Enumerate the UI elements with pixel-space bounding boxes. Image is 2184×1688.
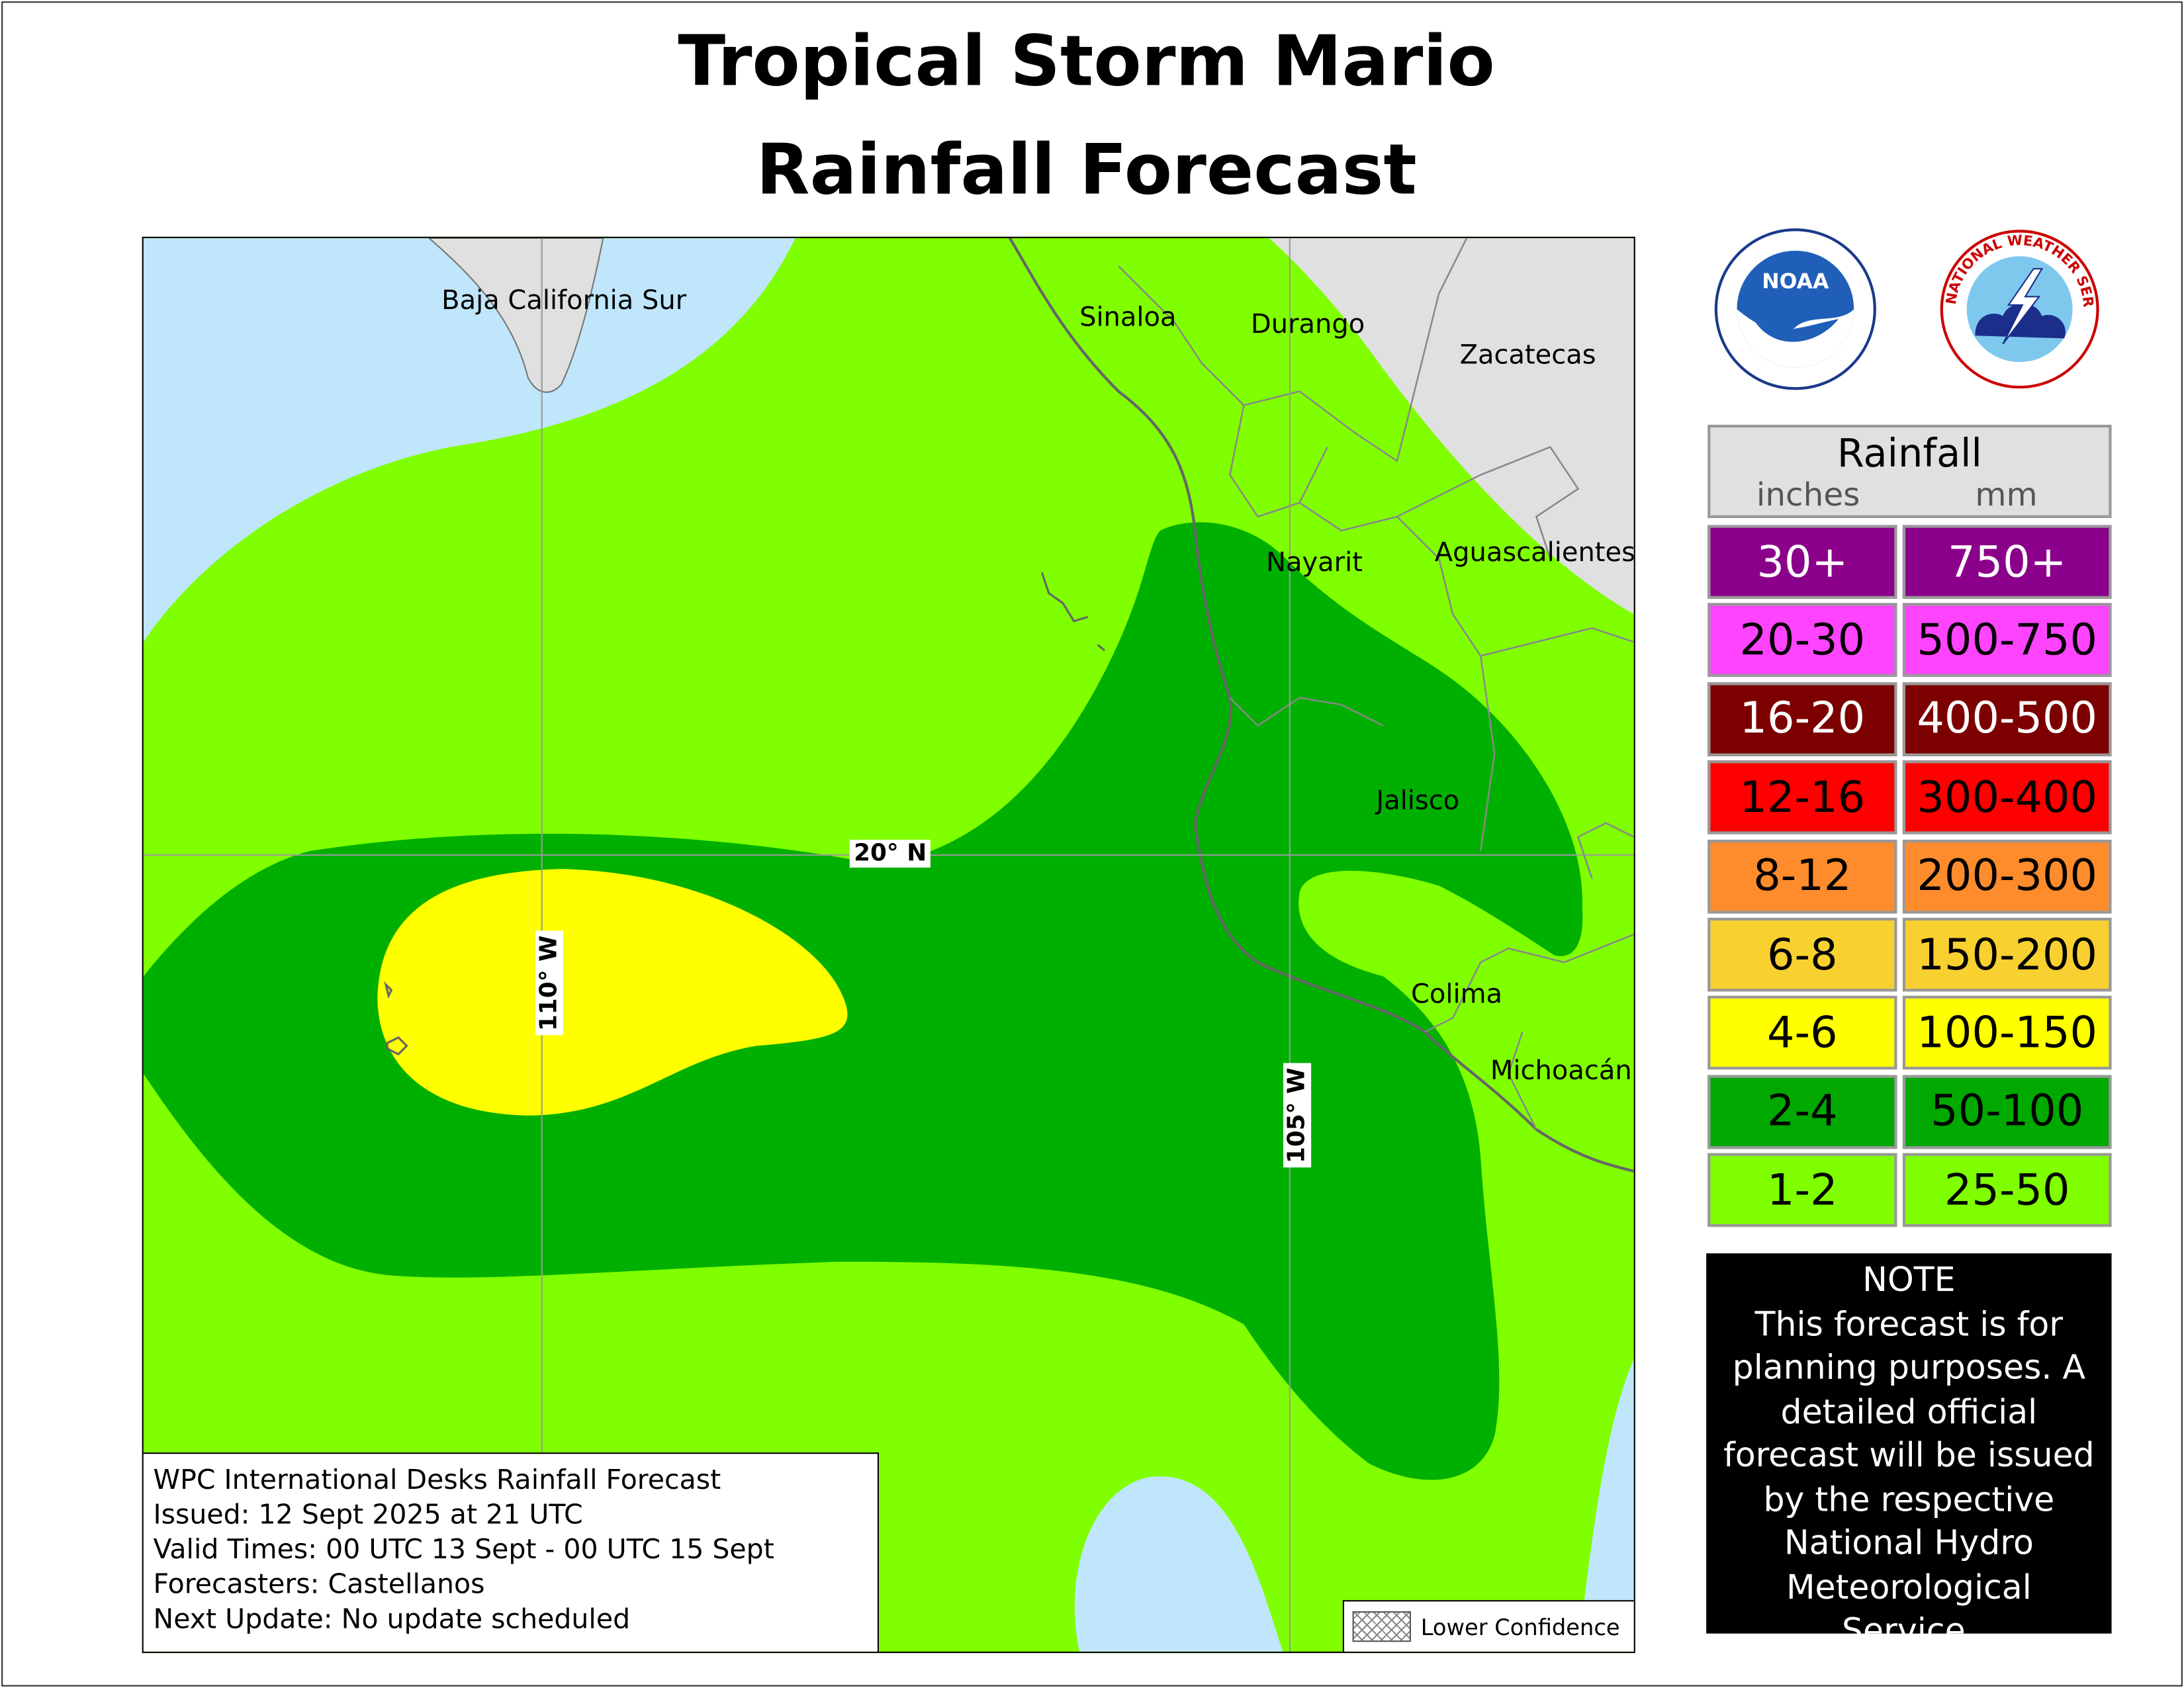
legend-header: Rainfall inches mm: [1707, 424, 2112, 518]
legend-in-cell: 6-8: [1707, 917, 1897, 992]
legend-mm-cell: 750+: [1902, 525, 2112, 599]
lower-confidence-key: Lower Confidence: [1342, 1600, 1634, 1652]
legend-mm-cell: 300-400: [1902, 760, 2112, 835]
legend-mm-cell: 200-300: [1902, 839, 2112, 913]
legend-in-cell: 30+: [1707, 525, 1897, 599]
coastline: [1009, 238, 1634, 1173]
region-label-sinaloa: Sinaloa: [1079, 302, 1177, 333]
longitude-label-105w: 105° W: [1283, 1063, 1312, 1168]
legend-in-cell: 4-6: [1707, 996, 1897, 1071]
legend-in-cell: 2-4: [1707, 1075, 1897, 1149]
legend-title: Rainfall: [1837, 430, 1982, 476]
region-label-jalisco: Jalisco: [1376, 785, 1460, 817]
note-heading: NOTE: [1862, 1260, 1956, 1300]
nws-logo-icon: NATIONAL WEATHER SERVICE: [1936, 227, 2099, 389]
legend-mm-cell: 500-750: [1902, 603, 2112, 678]
legend-in-cell: 8-12: [1707, 839, 1897, 913]
region-label-aguascalientes: Aguascalientes: [1434, 537, 1635, 568]
region-label-baja-california-sur: Baja California Sur: [441, 285, 687, 316]
info-valid-times: Valid Times: 00 UTC 13 Sept - 00 UTC 15 …: [153, 1533, 774, 1566]
legend-in-cell: 1-2: [1707, 1153, 1897, 1227]
legend-in-cell: 20-30: [1707, 603, 1897, 678]
info-product: WPC International Desks Rainfall Forecas…: [153, 1463, 721, 1496]
svg-text:NOAA: NOAA: [1762, 270, 1829, 294]
state-borders: [1118, 238, 1634, 1130]
rainfall-map: Baja California Sur Sinaloa Durango Zaca…: [142, 236, 1635, 1654]
region-label-nayarit: Nayarit: [1266, 547, 1363, 578]
map-shapes: [143, 238, 1634, 1652]
region-label-durango: Durango: [1250, 309, 1365, 340]
latitude-label-20n: 20° N: [849, 840, 931, 868]
info-next-update: Next Update: No update scheduled: [153, 1603, 631, 1635]
legend-mm-cell: 400-500: [1902, 682, 2112, 756]
legend-mm-cell: 150-200: [1902, 917, 2112, 992]
longitude-label-110w: 110° W: [535, 931, 563, 1036]
forecast-info-box: WPC International Desks Rainfall Forecas…: [143, 1452, 880, 1652]
note-box: NOTE This forecast is for planning purpo…: [1706, 1253, 2112, 1650]
noaa-logo-icon: NOAA: [1714, 228, 1876, 390]
legend-mm-cell: 25-50: [1902, 1153, 2112, 1227]
info-issued: Issued: 12 Sept 2025 at 21 UTC: [153, 1498, 583, 1531]
legend-mm-cell: 100-150: [1902, 996, 2112, 1071]
title-line-1: Tropical Storm Mario: [678, 21, 1495, 102]
legend-mm-label: mm: [1975, 477, 2038, 514]
baja-california-land: [428, 238, 604, 393]
note-body: This forecast is for planning purposes. …: [1723, 1304, 2095, 1650]
legend-in-cell: 16-20: [1707, 682, 1897, 756]
pacific-water-north: [143, 238, 796, 643]
title-line-2: Rainfall Forecast: [756, 129, 1417, 210]
water-southeast: [1578, 1359, 1634, 1652]
lower-confidence-label: Lower Confidence: [1420, 1613, 1620, 1640]
water-south: [1074, 1476, 1283, 1652]
region-label-zacatecas: Zacatecas: [1459, 339, 1596, 371]
rain-area-4-6in: [377, 869, 848, 1116]
hatch-swatch-icon: [1352, 1611, 1411, 1642]
region-label-michoacan: Michoacán: [1490, 1055, 1632, 1087]
legend-in-cell: 12-16: [1707, 760, 1897, 835]
info-forecasters: Forecasters: Castellanos: [153, 1568, 485, 1601]
legend-mm-cell: 50-100: [1902, 1075, 2112, 1149]
legend-inches-label: inches: [1756, 477, 1860, 514]
region-label-colima: Colima: [1410, 979, 1503, 1010]
rain-area-2-4in: [143, 522, 1583, 1480]
mainland-land-gray: [1269, 238, 1634, 615]
islands: [384, 572, 1105, 1056]
